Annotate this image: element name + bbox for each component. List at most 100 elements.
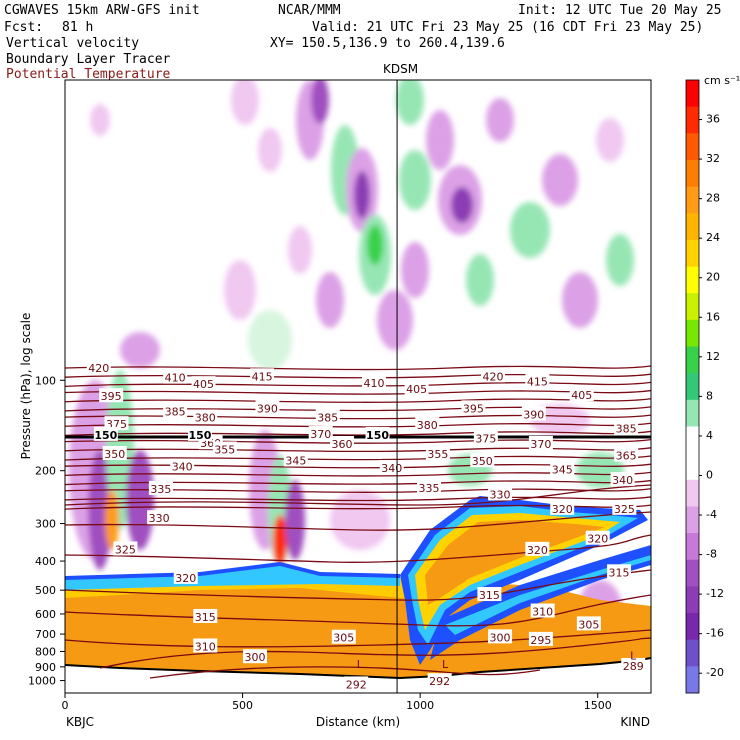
field-potential-temperature: Potential Temperature xyxy=(6,67,171,82)
theta-line xyxy=(65,455,651,461)
wave-blob xyxy=(399,150,431,210)
theta-label-bg xyxy=(255,400,280,415)
theta-label: 355 xyxy=(427,448,448,461)
theta-label-bg xyxy=(415,417,440,432)
xy-coordinates: XY= 150.5,136.9 to 260.4,139.6 xyxy=(270,36,505,51)
tracer-line-label: 150 xyxy=(94,429,117,442)
theta-label-bg xyxy=(417,479,442,494)
vertical-velocity-field: 420 410 405 415 410 405 420 415 405 395 385 380 390 3… xyxy=(65,80,651,693)
theta-label: 295 xyxy=(530,634,551,647)
theta-label-bg xyxy=(488,486,513,501)
colorbar-label: 36 xyxy=(706,113,720,126)
theta-label: 320 xyxy=(552,503,573,516)
colorbar-swatch xyxy=(686,666,699,694)
low-marker: L xyxy=(357,658,364,671)
colorbar-label: -12 xyxy=(706,587,724,600)
theta-line xyxy=(65,471,651,477)
theta-label: 405 xyxy=(406,383,427,396)
theta-line xyxy=(65,511,651,531)
theta-label: 420 xyxy=(88,362,109,375)
theta-label: 395 xyxy=(101,390,122,403)
theta-label: 410 xyxy=(363,377,384,390)
theta-label-bg xyxy=(191,376,216,391)
x-axis: 0 500 1000 1500 xyxy=(62,693,612,712)
theta-label: 335 xyxy=(150,483,171,496)
theta-label: 420 xyxy=(482,370,503,383)
theta-label: 320 xyxy=(587,533,608,546)
colorbar-swatch xyxy=(686,266,699,294)
theta-label-bg xyxy=(331,629,356,644)
terrain xyxy=(65,658,651,693)
wave-blob xyxy=(486,98,514,142)
wave-blob xyxy=(288,226,312,274)
theta-label: 395 xyxy=(463,402,484,415)
theta-label-bg xyxy=(488,629,513,644)
theta-label-bg xyxy=(610,472,635,487)
theta-label: 405 xyxy=(571,389,592,402)
theta-label: 385 xyxy=(616,423,637,436)
colorbar-swatch xyxy=(686,426,699,454)
wave-blob xyxy=(426,110,454,170)
wave-blob xyxy=(258,128,282,172)
theta-label: 335 xyxy=(419,482,440,495)
colorbar-swatch xyxy=(686,533,699,561)
field-boundary-layer-tracer: Boundary Layer Tracer xyxy=(6,52,171,67)
secondary-plume xyxy=(445,555,651,635)
theta-label-bg xyxy=(477,587,502,602)
theta-label: 300 xyxy=(490,631,511,644)
right-station-label: KIND xyxy=(620,715,650,729)
theta-label: 315 xyxy=(195,611,216,624)
theta-line xyxy=(65,484,651,506)
tracer-line-label: 150 xyxy=(366,429,389,442)
colorbar-label: -16 xyxy=(706,627,724,640)
theta-label: 292 xyxy=(429,675,450,688)
colorbar-units: cm s⁻¹ xyxy=(704,74,740,87)
colorbar-swatch xyxy=(686,80,699,108)
colorbar-label: 12 xyxy=(706,350,720,363)
theta-label-bg xyxy=(163,403,188,418)
wave-blob xyxy=(466,254,494,306)
theta-line xyxy=(65,534,651,563)
colorbar-swatch xyxy=(686,186,699,214)
colorbar-swatch xyxy=(686,559,699,587)
wave-blob xyxy=(224,260,256,320)
theta-label: 390 xyxy=(523,409,544,422)
theta-label: 345 xyxy=(285,455,306,468)
x-tick-label: 1500 xyxy=(584,699,612,712)
theta-label: 305 xyxy=(333,632,354,645)
colorbar-label: 24 xyxy=(706,231,720,244)
colorbar-label: 0 xyxy=(706,468,713,481)
theta-label-bg xyxy=(525,373,550,388)
theta-label: 300 xyxy=(245,651,266,664)
theta-label: 330 xyxy=(149,512,170,525)
theta-label-bg xyxy=(614,420,639,435)
theta-label: 350 xyxy=(104,448,125,461)
mountain-wave-updraft xyxy=(105,490,119,550)
theta-label-bg xyxy=(283,452,308,467)
station-marker-label: KDSM xyxy=(383,62,418,76)
colorbar-label: 8 xyxy=(706,389,713,402)
theta-label: 310 xyxy=(195,640,216,653)
theta-label: 340 xyxy=(612,474,633,487)
theta-label-bg xyxy=(148,480,173,495)
y-tick-label: 100 xyxy=(35,374,56,387)
colorbar-label: 16 xyxy=(706,310,720,323)
tracer-line-label-bg xyxy=(187,426,212,441)
lee-wave-updraft xyxy=(273,515,287,565)
org-label: NCAR/MMM xyxy=(278,3,341,18)
wave-blob xyxy=(401,242,429,298)
x-tick-label: 0 xyxy=(62,699,69,712)
theta-label-bg xyxy=(315,409,340,424)
theta-label-bg xyxy=(521,406,546,421)
x-axis-label: Distance (km) xyxy=(316,715,400,729)
y-tick-label: 300 xyxy=(35,518,56,531)
theta-label-bg xyxy=(480,368,505,383)
colorbar-label: -8 xyxy=(706,548,717,561)
wave-blob xyxy=(316,272,344,328)
theta-label: 292 xyxy=(346,678,367,691)
colorbar: 36 32 28 24 20 16 12 8 4 0 -4 -8 -12 -16 -20 xyxy=(685,79,724,694)
y-tick-label: 700 xyxy=(35,628,56,641)
wave-blob xyxy=(120,332,160,368)
colorbar-label: 32 xyxy=(706,152,720,165)
